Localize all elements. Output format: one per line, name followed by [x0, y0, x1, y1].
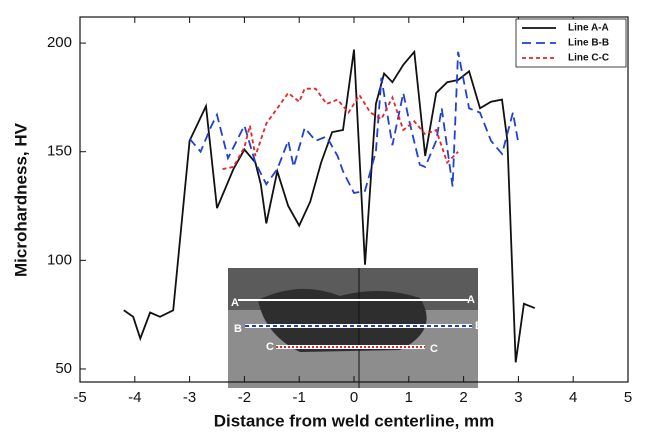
x-tick-label: 0: [350, 389, 358, 406]
inset-weld: [258, 288, 427, 352]
x-tick-label: 5: [624, 389, 632, 406]
legend-label: Line C-C: [568, 53, 609, 64]
x-tick-label: 1: [405, 389, 413, 406]
inset-label: C: [430, 343, 438, 355]
y-axis-title: Microhardness, HV: [11, 122, 30, 277]
x-tick-label: 4: [569, 389, 577, 406]
x-tick-label: -5: [73, 389, 86, 406]
data-line: [123, 49, 536, 363]
y-tick-label: 50: [55, 360, 72, 377]
x-tick-label: 2: [459, 389, 467, 406]
inset-label: A: [231, 297, 239, 309]
y-tick-label: 100: [47, 251, 72, 268]
legend: Line A-A Line B-B Line C-C: [515, 18, 627, 68]
x-tick-label: -2: [238, 389, 251, 406]
x-tick-label: -3: [183, 389, 196, 406]
x-tick-label: -1: [293, 389, 306, 406]
x-tick-label: 3: [514, 389, 522, 406]
legend-box: [515, 18, 627, 68]
y-tick-label: 150: [47, 143, 72, 160]
data-line: [222, 87, 459, 170]
inset-label: B: [234, 323, 242, 335]
y-tick-label: 200: [47, 34, 72, 51]
inset-label: A: [467, 294, 475, 306]
x-tick-label: -4: [128, 389, 141, 406]
x-axis-title: Distance from weld centerline, mm: [214, 411, 495, 430]
inset-photo: A A B B C C: [228, 268, 483, 388]
inset-label: C: [266, 341, 274, 353]
legend-label: Line B-B: [568, 38, 609, 49]
legend-label: Line A-A: [568, 23, 609, 34]
inset-label: B: [475, 320, 483, 332]
data-line: [188, 51, 520, 195]
